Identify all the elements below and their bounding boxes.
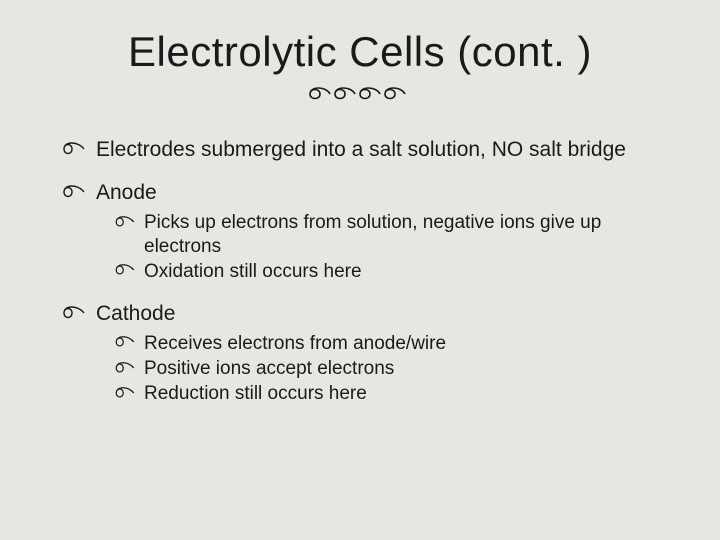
swirl-bullet-icon <box>62 141 86 157</box>
swirl-bullet-icon <box>114 386 136 400</box>
list-item: Reduction still occurs here <box>114 382 670 405</box>
sub-bullet-list: Receives electrons from anode/wire Posit… <box>114 332 670 406</box>
list-item: Electrodes submerged into a salt solutio… <box>62 137 670 162</box>
bullet-list: Electrodes submerged into a salt solutio… <box>62 137 670 406</box>
flourish-icon <box>305 82 415 106</box>
list-item: Picks up electrons from solution, negati… <box>114 211 670 257</box>
slide: Electrolytic Cells (cont. ) Electrodes s… <box>0 0 720 540</box>
list-item-text: Oxidation still occurs here <box>144 261 362 282</box>
page-title: Electrolytic Cells (cont. ) <box>50 28 670 76</box>
swirl-bullet-icon <box>114 215 136 229</box>
list-item-text: Receives electrons from anode/wire <box>144 333 446 354</box>
list-item-text: Positive ions accept electrons <box>144 358 394 379</box>
title-divider <box>50 82 670 111</box>
list-item: Anode Picks up electrons from solution, … <box>62 180 670 283</box>
list-item-text: Anode <box>96 181 157 204</box>
list-item: Receives electrons from anode/wire <box>114 332 670 355</box>
swirl-bullet-icon <box>114 263 136 277</box>
list-item-text: Electrodes submerged into a salt solutio… <box>96 138 626 161</box>
list-item: Oxidation still occurs here <box>114 260 670 283</box>
list-item-text: Reduction still occurs here <box>144 383 367 404</box>
list-item-text: Cathode <box>96 302 175 325</box>
list-item: Positive ions accept electrons <box>114 357 670 380</box>
list-item-text: Picks up electrons from solution, negati… <box>144 212 601 256</box>
swirl-bullet-icon <box>114 335 136 349</box>
swirl-bullet-icon <box>114 361 136 375</box>
sub-bullet-list: Picks up electrons from solution, negati… <box>114 211 670 283</box>
list-item: Cathode Receives electrons from anode/wi… <box>62 301 670 406</box>
swirl-bullet-icon <box>62 305 86 321</box>
swirl-bullet-icon <box>62 184 86 200</box>
